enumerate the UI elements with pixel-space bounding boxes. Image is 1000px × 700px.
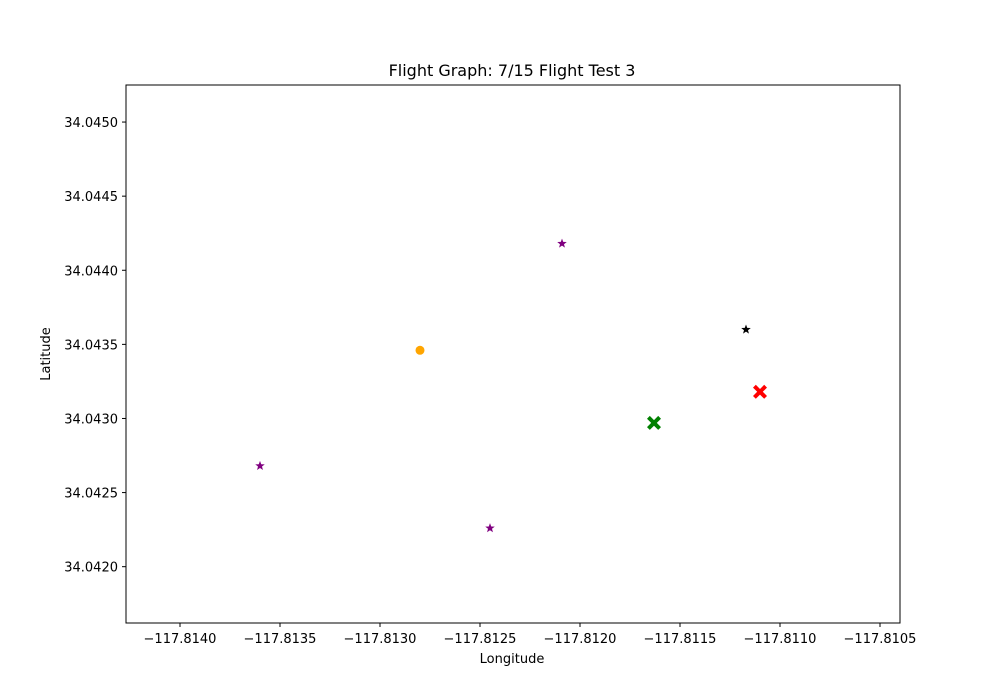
x-tick-label: −117.8130 (344, 632, 417, 647)
data-point-star (741, 324, 751, 334)
data-point-star (255, 460, 265, 470)
y-tick-label: 34.0425 (64, 487, 118, 502)
x-tick-label: −117.8105 (844, 632, 917, 647)
y-axis-label: Latitude (39, 327, 54, 381)
data-point-x (647, 415, 661, 430)
y-tick-label: 34.0435 (64, 338, 118, 353)
data-point-star (485, 523, 495, 533)
x-tick-label: −117.8135 (244, 632, 317, 647)
y-tick-label: 34.0420 (64, 561, 118, 576)
data-points (255, 238, 767, 533)
data-point-circle (415, 345, 425, 355)
y-axis: 34.0420 34.0425 34.0430 34.0435 34.0440 34.04… (64, 116, 126, 576)
data-point-x (753, 384, 767, 399)
data-point-star (557, 238, 567, 248)
x-tick-label: −117.8110 (744, 632, 817, 647)
chart-title: Flight Graph: 7/15 Flight Test 3 (389, 61, 636, 80)
plot-area (125, 84, 901, 624)
x-tick-label: −117.8120 (544, 632, 617, 647)
x-tick-label: −117.8125 (444, 632, 517, 647)
x-axis-label: Longitude (480, 652, 545, 667)
y-tick-label: 34.0445 (64, 190, 118, 205)
y-tick-label: 34.0450 (64, 116, 118, 131)
y-tick-label: 34.0430 (64, 412, 118, 427)
y-tick-label: 34.0440 (64, 264, 118, 279)
x-axis: −117.8140 −117.8135 −117.8130 −117.8125 −117… (144, 623, 917, 647)
x-tick-label: −117.8140 (144, 632, 217, 647)
x-tick-label: −117.8115 (644, 632, 717, 647)
